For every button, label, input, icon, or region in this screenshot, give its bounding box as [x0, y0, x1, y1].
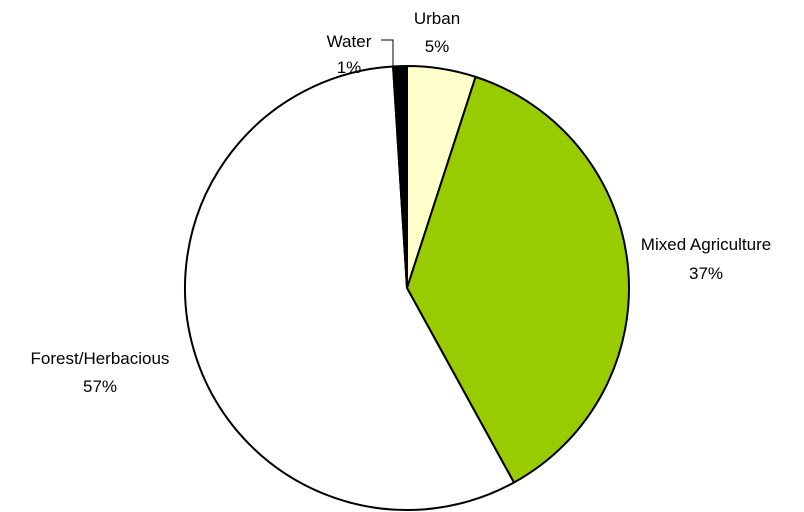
slices-layer	[184, 64, 630, 511]
slice-value-label-mixed-agriculture: 37%	[689, 264, 723, 283]
leader-line-water	[381, 39, 394, 66]
slice-value-label-urban: 5%	[425, 37, 450, 56]
slice-value-label-water: 1%	[337, 58, 362, 77]
pie-slice-forest-herbacious	[184, 65, 516, 511]
slice-label-mixed-agriculture: Mixed Agriculture	[641, 235, 771, 254]
pie-slice-mixed-agriculture	[405, 75, 630, 484]
slice-label-urban: Urban	[414, 9, 460, 28]
leader-lines-layer	[381, 39, 394, 66]
labels-layer: Urban 5% Mixed Agriculture 37% Forest/Herbac…	[31, 9, 772, 396]
slice-label-forest-herbacious: Forest/Herbacious	[31, 349, 170, 368]
slice-label-water: Water	[327, 32, 372, 51]
slice-value-label-forest-herbacious: 57%	[83, 377, 117, 396]
pie-slice-water	[391, 64, 408, 289]
